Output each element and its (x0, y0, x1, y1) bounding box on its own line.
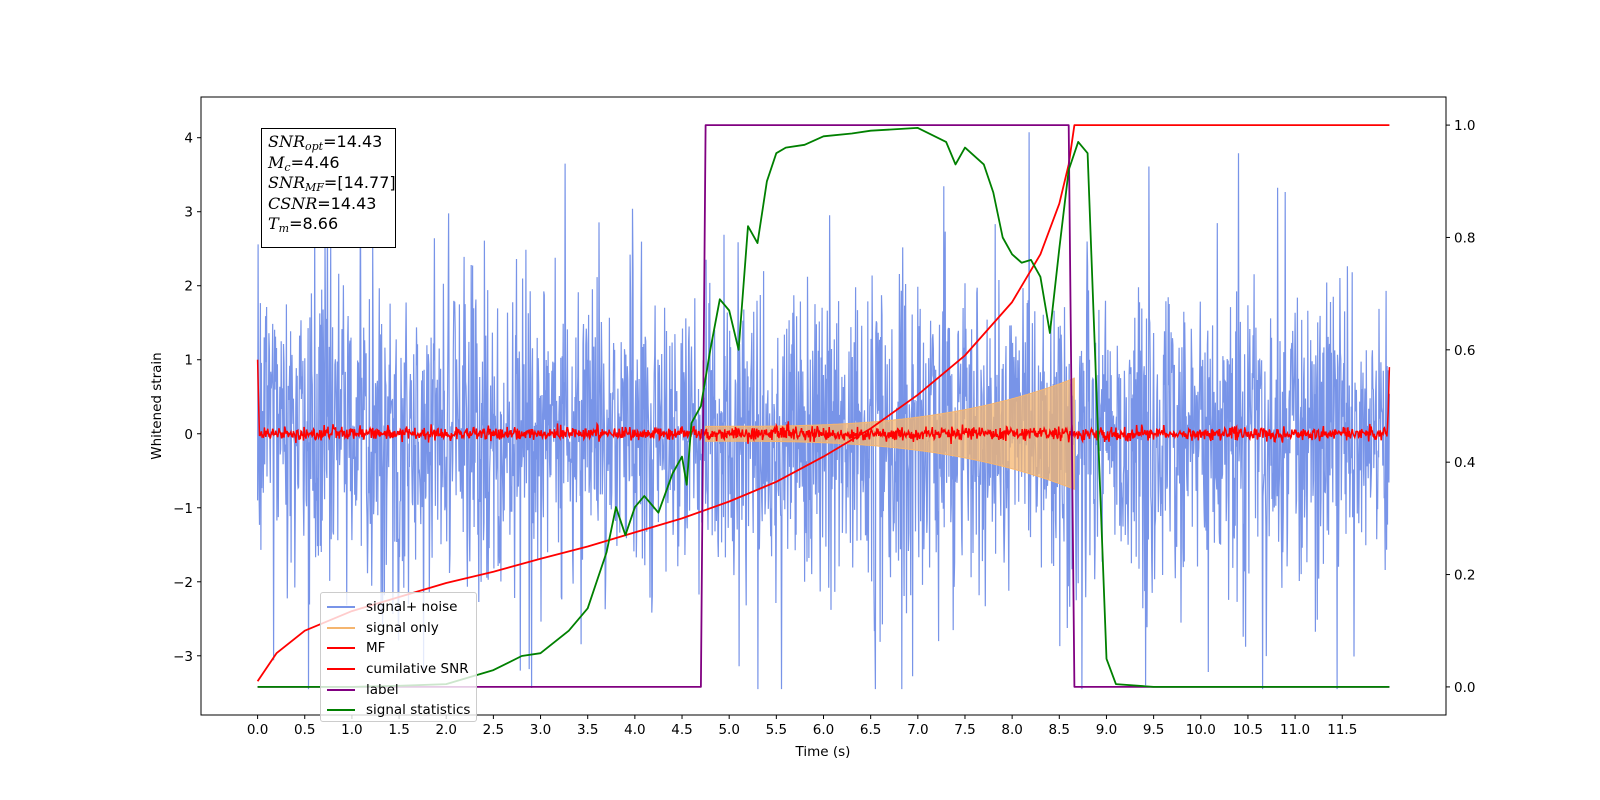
x-tick-label: 0.5 (294, 722, 315, 738)
x-tick-label: 9.5 (1143, 722, 1164, 738)
legend-label: label (366, 681, 399, 698)
y2-axis-ticks: 0.0 0.2 0.4 0.6 0.8 1.0 (1446, 118, 1475, 696)
legend-swatch (327, 647, 355, 650)
x-tick-label: 6.5 (860, 722, 881, 738)
x-tick-label: 4.0 (624, 722, 645, 738)
y-tick-label: 2 (184, 279, 193, 295)
legend-swatch (327, 606, 355, 609)
legend-swatch (327, 688, 355, 691)
x-tick-label: 4.5 (671, 722, 692, 738)
legend-label: signal only (366, 619, 439, 636)
y-axis-ticks: −3 −2 −1 0 1 2 3 4 (173, 131, 201, 665)
legend-label: cumilative SNR (366, 661, 469, 678)
snr-opt-line: SNRopt=14.43 (268, 132, 383, 153)
series-mf-line (256, 359, 1391, 445)
x-tick-label: 8.5 (1049, 722, 1070, 738)
legend-label: signal+ noise (366, 599, 458, 616)
legend-item-cumulative-snr: cumilative SNR (327, 659, 470, 680)
legend-item-label: label (327, 679, 470, 700)
legend-item-mf: MF (327, 638, 470, 659)
legend-item-signal-noise: signal+ noise (327, 597, 470, 618)
x-tick-label: 5.0 (718, 722, 739, 738)
y-tick-label: −1 (173, 501, 193, 517)
legend-swatch (327, 668, 355, 671)
y-tick-label: 4 (184, 131, 193, 147)
x-tick-label: 8.0 (1001, 722, 1022, 738)
legend-item-signal-statistics: signal statistics (327, 700, 470, 721)
y2-tick-label: 0.4 (1454, 455, 1475, 471)
x-axis-label: Time (s) (795, 744, 851, 760)
x-tick-label: 0.0 (247, 722, 268, 738)
tm-line: Tm=8.66 (268, 214, 339, 235)
x-tick-label: 2.0 (435, 722, 456, 738)
x-tick-label: 3.5 (577, 722, 598, 738)
x-tick-label: 9.0 (1096, 722, 1117, 738)
legend-label: MF (366, 640, 386, 657)
legend: signal+ noise signal only MF cumilative … (320, 592, 477, 722)
y-tick-label: 1 (184, 353, 193, 369)
x-tick-label: 7.0 (907, 722, 928, 738)
x-tick-label: 11.5 (1327, 722, 1357, 738)
y2-tick-label: 0.8 (1454, 230, 1475, 246)
y2-tick-label: 0.0 (1454, 680, 1475, 696)
series-label-line (257, 124, 1390, 688)
x-tick-label: 5.5 (766, 722, 787, 738)
x-tick-label: 10.5 (1233, 722, 1263, 738)
x-tick-label: 11.0 (1280, 722, 1310, 738)
y-tick-label: 3 (184, 205, 193, 221)
x-tick-label: 1.0 (341, 722, 362, 738)
x-tick-label: 7.5 (954, 722, 975, 738)
x-tick-label: 10.0 (1186, 722, 1216, 738)
plot-area (256, 124, 1391, 690)
snr-annotation-box: SNRopt=14.43 Mc=4.46 SNRMF=[14.77] CSNR=… (261, 128, 396, 248)
y2-tick-label: 0.6 (1454, 343, 1475, 359)
x-tick-label: 6.0 (813, 722, 834, 738)
x-tick-label: 3.0 (530, 722, 551, 738)
y-tick-label: 0 (184, 427, 193, 443)
legend-item-signal-only: signal only (327, 618, 470, 639)
y-tick-label: −3 (173, 649, 193, 665)
x-tick-label: 1.5 (388, 722, 409, 738)
legend-swatch (327, 709, 355, 712)
csnr-line: CSNR=14.43 (268, 193, 377, 213)
x-tick-label: 2.5 (483, 722, 504, 738)
y2-tick-label: 1.0 (1454, 118, 1475, 134)
y-tick-label: −2 (173, 575, 193, 591)
series-signal-statistics-line (257, 127, 1390, 688)
snr-mf-line: SNRMF=[14.77] (268, 173, 396, 194)
y2-tick-label: 0.2 (1454, 568, 1475, 584)
legend-swatch (327, 626, 355, 629)
mc-line: Mc=4.46 (268, 152, 340, 174)
legend-label: signal statistics (366, 702, 471, 719)
x-axis-ticks: 0.0 0.5 1.0 1.5 2.0 2.5 3.0 3.5 4.0 4.5 5.0 5.5 6.0 6… (247, 715, 1357, 738)
y-axis-label: Whitened strain (149, 352, 165, 459)
series-signal-noise-line (257, 132, 1390, 690)
